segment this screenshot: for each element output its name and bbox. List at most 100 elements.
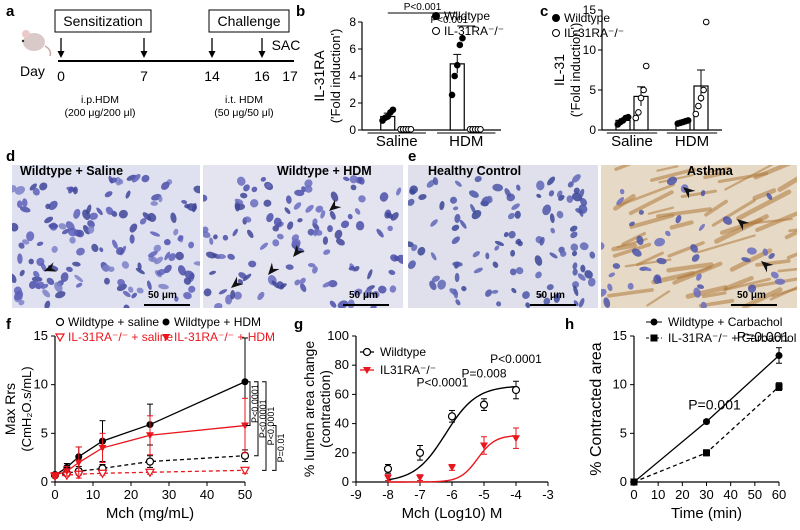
y-tick-label: 5 bbox=[620, 425, 627, 440]
significance-label: P<0.0001 bbox=[258, 399, 268, 438]
cell-nucleus bbox=[240, 192, 248, 199]
data-point bbox=[650, 334, 658, 342]
cell-nucleus bbox=[243, 184, 250, 192]
significance-label: P=0.01 bbox=[276, 434, 286, 463]
data-point bbox=[642, 62, 650, 70]
y-axis-label-2: (CmH₂O.s/mL) bbox=[19, 366, 34, 451]
cell-nucleus bbox=[353, 265, 360, 272]
y-tick-label: 5 bbox=[589, 83, 596, 97]
scale-label: 50 μm bbox=[349, 290, 378, 301]
cell-nucleus bbox=[571, 250, 578, 257]
data-point bbox=[695, 102, 702, 110]
cell-nucleus bbox=[587, 277, 596, 287]
data-point bbox=[54, 333, 66, 343]
cell-nucleus bbox=[203, 288, 212, 297]
cell-nucleus bbox=[577, 273, 586, 281]
cell-nucleus bbox=[139, 218, 147, 225]
cell-nucleus bbox=[349, 175, 358, 184]
data-point bbox=[775, 383, 783, 391]
cell-nucleus bbox=[177, 265, 186, 276]
cell-nucleus bbox=[305, 204, 314, 213]
data-point bbox=[511, 385, 521, 395]
cell-nucleus bbox=[163, 264, 172, 274]
dose-arrowhead bbox=[140, 51, 148, 58]
cell-nucleus bbox=[148, 255, 155, 262]
tissue-fiber bbox=[656, 165, 679, 172]
cell-nucleus bbox=[112, 239, 118, 249]
tissue-fiber bbox=[621, 231, 647, 246]
arrowhead-shape bbox=[231, 276, 244, 288]
cell-nucleus bbox=[762, 248, 769, 256]
cell-nucleus bbox=[340, 220, 350, 229]
cell-nucleus bbox=[556, 210, 564, 219]
cell-nucleus bbox=[203, 194, 208, 202]
cell-nucleus bbox=[343, 176, 350, 182]
cell-nucleus bbox=[216, 254, 226, 259]
significance-label: P<0.0001 bbox=[490, 352, 542, 366]
tissue-fiber bbox=[636, 251, 664, 267]
panel-label-d: d bbox=[6, 148, 16, 165]
cell-nucleus bbox=[461, 286, 467, 292]
cell-nucleus bbox=[170, 212, 177, 223]
data-point bbox=[97, 469, 108, 479]
cell-nucleus bbox=[74, 274, 84, 283]
cell-nucleus bbox=[68, 186, 74, 194]
cell-nucleus bbox=[449, 196, 458, 204]
data-point bbox=[692, 110, 700, 118]
cell-nucleus bbox=[608, 272, 616, 278]
panel-f-chart: 0 5 10 15 0 10 20 30 40 50 Mch (mg/mL) Max Rrs (CmH₂… bbox=[2, 316, 286, 522]
tissue-fiber bbox=[703, 170, 729, 180]
cell-nucleus bbox=[75, 282, 83, 288]
cell-nucleus bbox=[96, 207, 103, 216]
cell-nucleus bbox=[131, 174, 141, 183]
cell-nucleus bbox=[511, 287, 517, 294]
y-tick-label: 10 bbox=[613, 377, 627, 392]
cell-nucleus bbox=[691, 254, 700, 262]
cell-nucleus bbox=[48, 223, 59, 229]
cell-nucleus bbox=[104, 277, 110, 285]
cell-nucleus bbox=[335, 238, 345, 246]
y-axis-label: % Contracted area bbox=[588, 342, 605, 476]
cell-nucleus bbox=[584, 270, 593, 279]
arrowhead-icon bbox=[231, 276, 244, 288]
it-hdm-dose: (50 μg/50 μl) bbox=[214, 107, 273, 119]
cell-nucleus bbox=[369, 304, 377, 308]
cell-nucleus bbox=[439, 201, 445, 211]
cell-nucleus bbox=[573, 187, 580, 194]
y-tick-label: 8 bbox=[349, 15, 356, 29]
cell-nucleus bbox=[508, 230, 516, 239]
y-tick-label: 80 bbox=[335, 357, 349, 372]
data-point bbox=[702, 18, 710, 26]
cell-nucleus bbox=[58, 223, 67, 230]
tissue-fiber bbox=[753, 165, 791, 180]
tissue-fiber bbox=[647, 206, 675, 215]
cell-nucleus bbox=[570, 243, 579, 252]
cell-nucleus bbox=[770, 271, 779, 279]
y-tick-label: 0 bbox=[41, 474, 48, 489]
cell-nucleus bbox=[36, 257, 45, 267]
cell-nucleus bbox=[307, 228, 315, 236]
y-tick-label: 15 bbox=[34, 328, 48, 343]
cell-nucleus bbox=[299, 277, 306, 285]
cell-nucleus bbox=[387, 225, 393, 232]
legend-label: IL-31RA⁻/⁻ + Carbachol bbox=[668, 331, 796, 345]
y-tick-label: 10 bbox=[583, 43, 597, 57]
cell-nucleus bbox=[509, 268, 517, 276]
cell-nucleus bbox=[164, 251, 171, 261]
cell-nucleus bbox=[408, 260, 416, 270]
cell-nucleus bbox=[257, 291, 265, 301]
cell-nucleus bbox=[48, 200, 58, 211]
cell-nucleus bbox=[102, 264, 111, 272]
x-tick-label: 10 bbox=[86, 487, 100, 502]
data-point bbox=[703, 418, 710, 426]
significance-label: P<0.0001 bbox=[266, 407, 276, 446]
cell-nucleus bbox=[722, 216, 733, 225]
cell-nucleus bbox=[147, 250, 158, 258]
cell-nucleus bbox=[693, 287, 701, 298]
cell-nucleus bbox=[312, 218, 318, 225]
cell-nucleus bbox=[408, 198, 415, 206]
scale-label: 50 μm bbox=[536, 290, 565, 301]
cell-nucleus bbox=[486, 195, 493, 203]
x-tick-label: 0 bbox=[51, 487, 58, 502]
cell-nucleus bbox=[294, 189, 305, 197]
